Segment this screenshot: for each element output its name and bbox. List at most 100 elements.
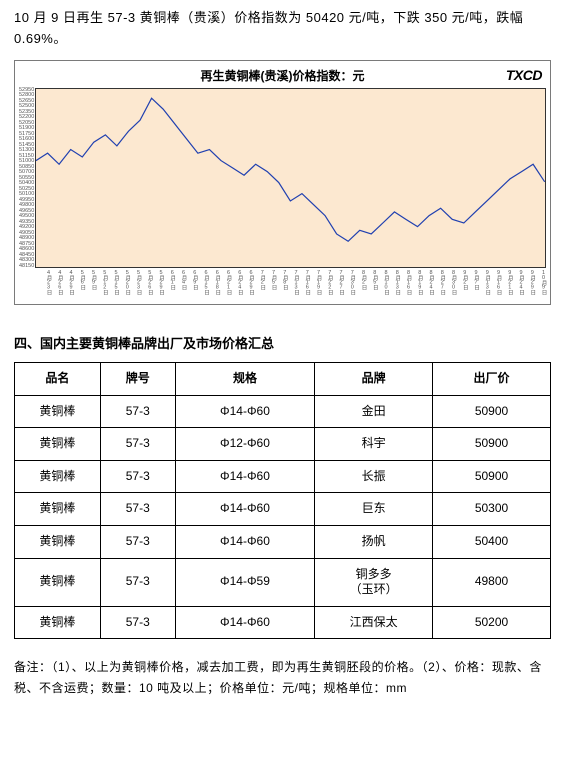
x-tick: 9月29日 [529, 270, 535, 300]
td-model: 57-3 [100, 558, 175, 606]
price-table: 品名 牌号 规格 品牌 出厂价 黄铜棒57-3Φ14-Φ60金田50900黄铜棒… [14, 362, 551, 639]
table-row: 黄铜棒57-3Φ12-Φ60科宇50900 [15, 428, 551, 461]
x-tick: 5月20日 [124, 270, 130, 300]
td-model: 57-3 [100, 493, 175, 526]
chart-container: 再生黄铜棒(贵溪)价格指数：元 TXCD 5295052800526505250… [14, 60, 551, 306]
chart-y-axis: 5295052800526505250052350522005205051900… [19, 88, 35, 270]
table-row: 黄铜棒57-3Φ14-Φ60江西保太50200 [15, 606, 551, 639]
td-price: 50900 [433, 460, 551, 493]
x-tick: 9月13日 [484, 270, 490, 300]
th-name: 品名 [15, 363, 101, 396]
td-price: 50200 [433, 606, 551, 639]
x-tick: 7月19日 [315, 270, 321, 300]
x-tick: 4月29日 [68, 270, 74, 300]
x-tick: 6月4日 [180, 270, 186, 300]
td-spec: Φ14-Φ60 [175, 526, 314, 559]
x-tick: 7月13日 [293, 270, 299, 300]
x-tick: 9月21日 [506, 270, 512, 300]
td-spec: Φ12-Φ60 [175, 428, 314, 461]
x-tick: 8月2日 [360, 270, 366, 300]
x-tick: 6月15日 [203, 270, 209, 300]
th-brand: 品牌 [315, 363, 433, 396]
x-tick: 4月23日 [45, 270, 51, 300]
td-name: 黄铜棒 [15, 606, 101, 639]
x-tick: 6月21日 [225, 270, 231, 300]
td-price: 49800 [433, 558, 551, 606]
td-spec: Φ14-Φ60 [175, 395, 314, 428]
chart-plot-area [35, 88, 546, 268]
x-tick: 7月30日 [349, 270, 355, 300]
table-notes: 备注：（1）、以上为黄铜棒价格，减去加工费，即为再生黄铜胚段的价格。（2）、价格… [14, 657, 551, 698]
x-tick: 5月12日 [101, 270, 107, 300]
x-tick: 9月16日 [495, 270, 501, 300]
x-tick: 5月29日 [158, 270, 164, 300]
td-model: 57-3 [100, 460, 175, 493]
x-tick: 7月2日 [259, 270, 265, 300]
x-tick: 10月9日 [540, 270, 546, 300]
td-model: 57-3 [100, 606, 175, 639]
chart-title: 再生黄铜棒(贵溪)价格指数：元 [23, 67, 542, 84]
x-tick: 5月9日 [90, 270, 96, 300]
chart-logo: TXCD [506, 67, 542, 83]
chart-line [36, 98, 545, 241]
x-tick: 5月6日 [79, 270, 85, 300]
td-brand: 科宇 [315, 428, 433, 461]
table-row: 黄铜棒57-3Φ14-Φ60长振50900 [15, 460, 551, 493]
x-tick: 5月15日 [113, 270, 119, 300]
x-tick: 6月9日 [191, 270, 197, 300]
x-tick: 4月26日 [56, 270, 62, 300]
td-model: 57-3 [100, 428, 175, 461]
table-row: 黄铜棒57-3Φ14-Φ60金田50900 [15, 395, 551, 428]
td-name: 黄铜棒 [15, 558, 101, 606]
td-model: 57-3 [100, 395, 175, 428]
x-tick: 8月10日 [383, 270, 389, 300]
td-name: 黄铜棒 [15, 395, 101, 428]
x-tick: 5月26日 [146, 270, 152, 300]
td-price: 50900 [433, 428, 551, 461]
table-row: 黄铜棒57-3Φ14-Φ59铜多多（玉环）49800 [15, 558, 551, 606]
td-brand: 金田 [315, 395, 433, 428]
td-spec: Φ14-Φ60 [175, 460, 314, 493]
th-model: 牌号 [100, 363, 175, 396]
td-brand: 巨东 [315, 493, 433, 526]
td-price: 50400 [433, 526, 551, 559]
x-tick: 9月7日 [473, 270, 479, 300]
x-tick: 8月5日 [371, 270, 377, 300]
x-tick: 8月16日 [405, 270, 411, 300]
section-heading: 四、国内主要黄铜棒品牌出厂及市场价格汇总 [14, 333, 551, 352]
table-header-row: 品名 牌号 规格 品牌 出厂价 [15, 363, 551, 396]
table-row: 黄铜棒57-3Φ14-Φ60扬帆50400 [15, 526, 551, 559]
x-tick: 9月24日 [518, 270, 524, 300]
y-tick: 48150 [19, 264, 34, 270]
chart-x-axis: 4月23日 4月26日 4月29日 5月6日 5月9日 5月12日 5月15日 5月20日 5月… [45, 270, 546, 300]
td-spec: Φ14-Φ60 [175, 493, 314, 526]
x-tick: 6月1日 [169, 270, 175, 300]
x-tick: 7月16日 [304, 270, 310, 300]
td-spec: Φ14-Φ60 [175, 606, 314, 639]
chart-svg [36, 89, 545, 267]
chart-header: 再生黄铜棒(贵溪)价格指数：元 TXCD [19, 65, 546, 88]
x-tick: 8月19日 [416, 270, 422, 300]
x-tick: 8月24日 [428, 270, 434, 300]
td-name: 黄铜棒 [15, 460, 101, 493]
x-tick: 6月29日 [248, 270, 254, 300]
td-spec: Φ14-Φ59 [175, 558, 314, 606]
td-price: 50900 [433, 395, 551, 428]
intro-paragraph: 10 月 9 日再生 57-3 黄铜棒（贵溪）价格指数为 50420 元/吨，下… [14, 8, 551, 50]
td-brand: 江西保太 [315, 606, 433, 639]
th-price: 出厂价 [433, 363, 551, 396]
x-tick: 7月27日 [338, 270, 344, 300]
td-model: 57-3 [100, 526, 175, 559]
td-name: 黄铜棒 [15, 493, 101, 526]
x-tick: 7月22日 [326, 270, 332, 300]
td-brand: 铜多多（玉环） [315, 558, 433, 606]
td-brand: 长振 [315, 460, 433, 493]
td-name: 黄铜棒 [15, 526, 101, 559]
x-tick: 5月23日 [135, 270, 141, 300]
th-spec: 规格 [175, 363, 314, 396]
x-tick: 6月18日 [214, 270, 220, 300]
x-tick: 7月8日 [281, 270, 287, 300]
td-price: 50300 [433, 493, 551, 526]
x-tick: 8月13日 [394, 270, 400, 300]
x-tick: 7月5日 [270, 270, 276, 300]
